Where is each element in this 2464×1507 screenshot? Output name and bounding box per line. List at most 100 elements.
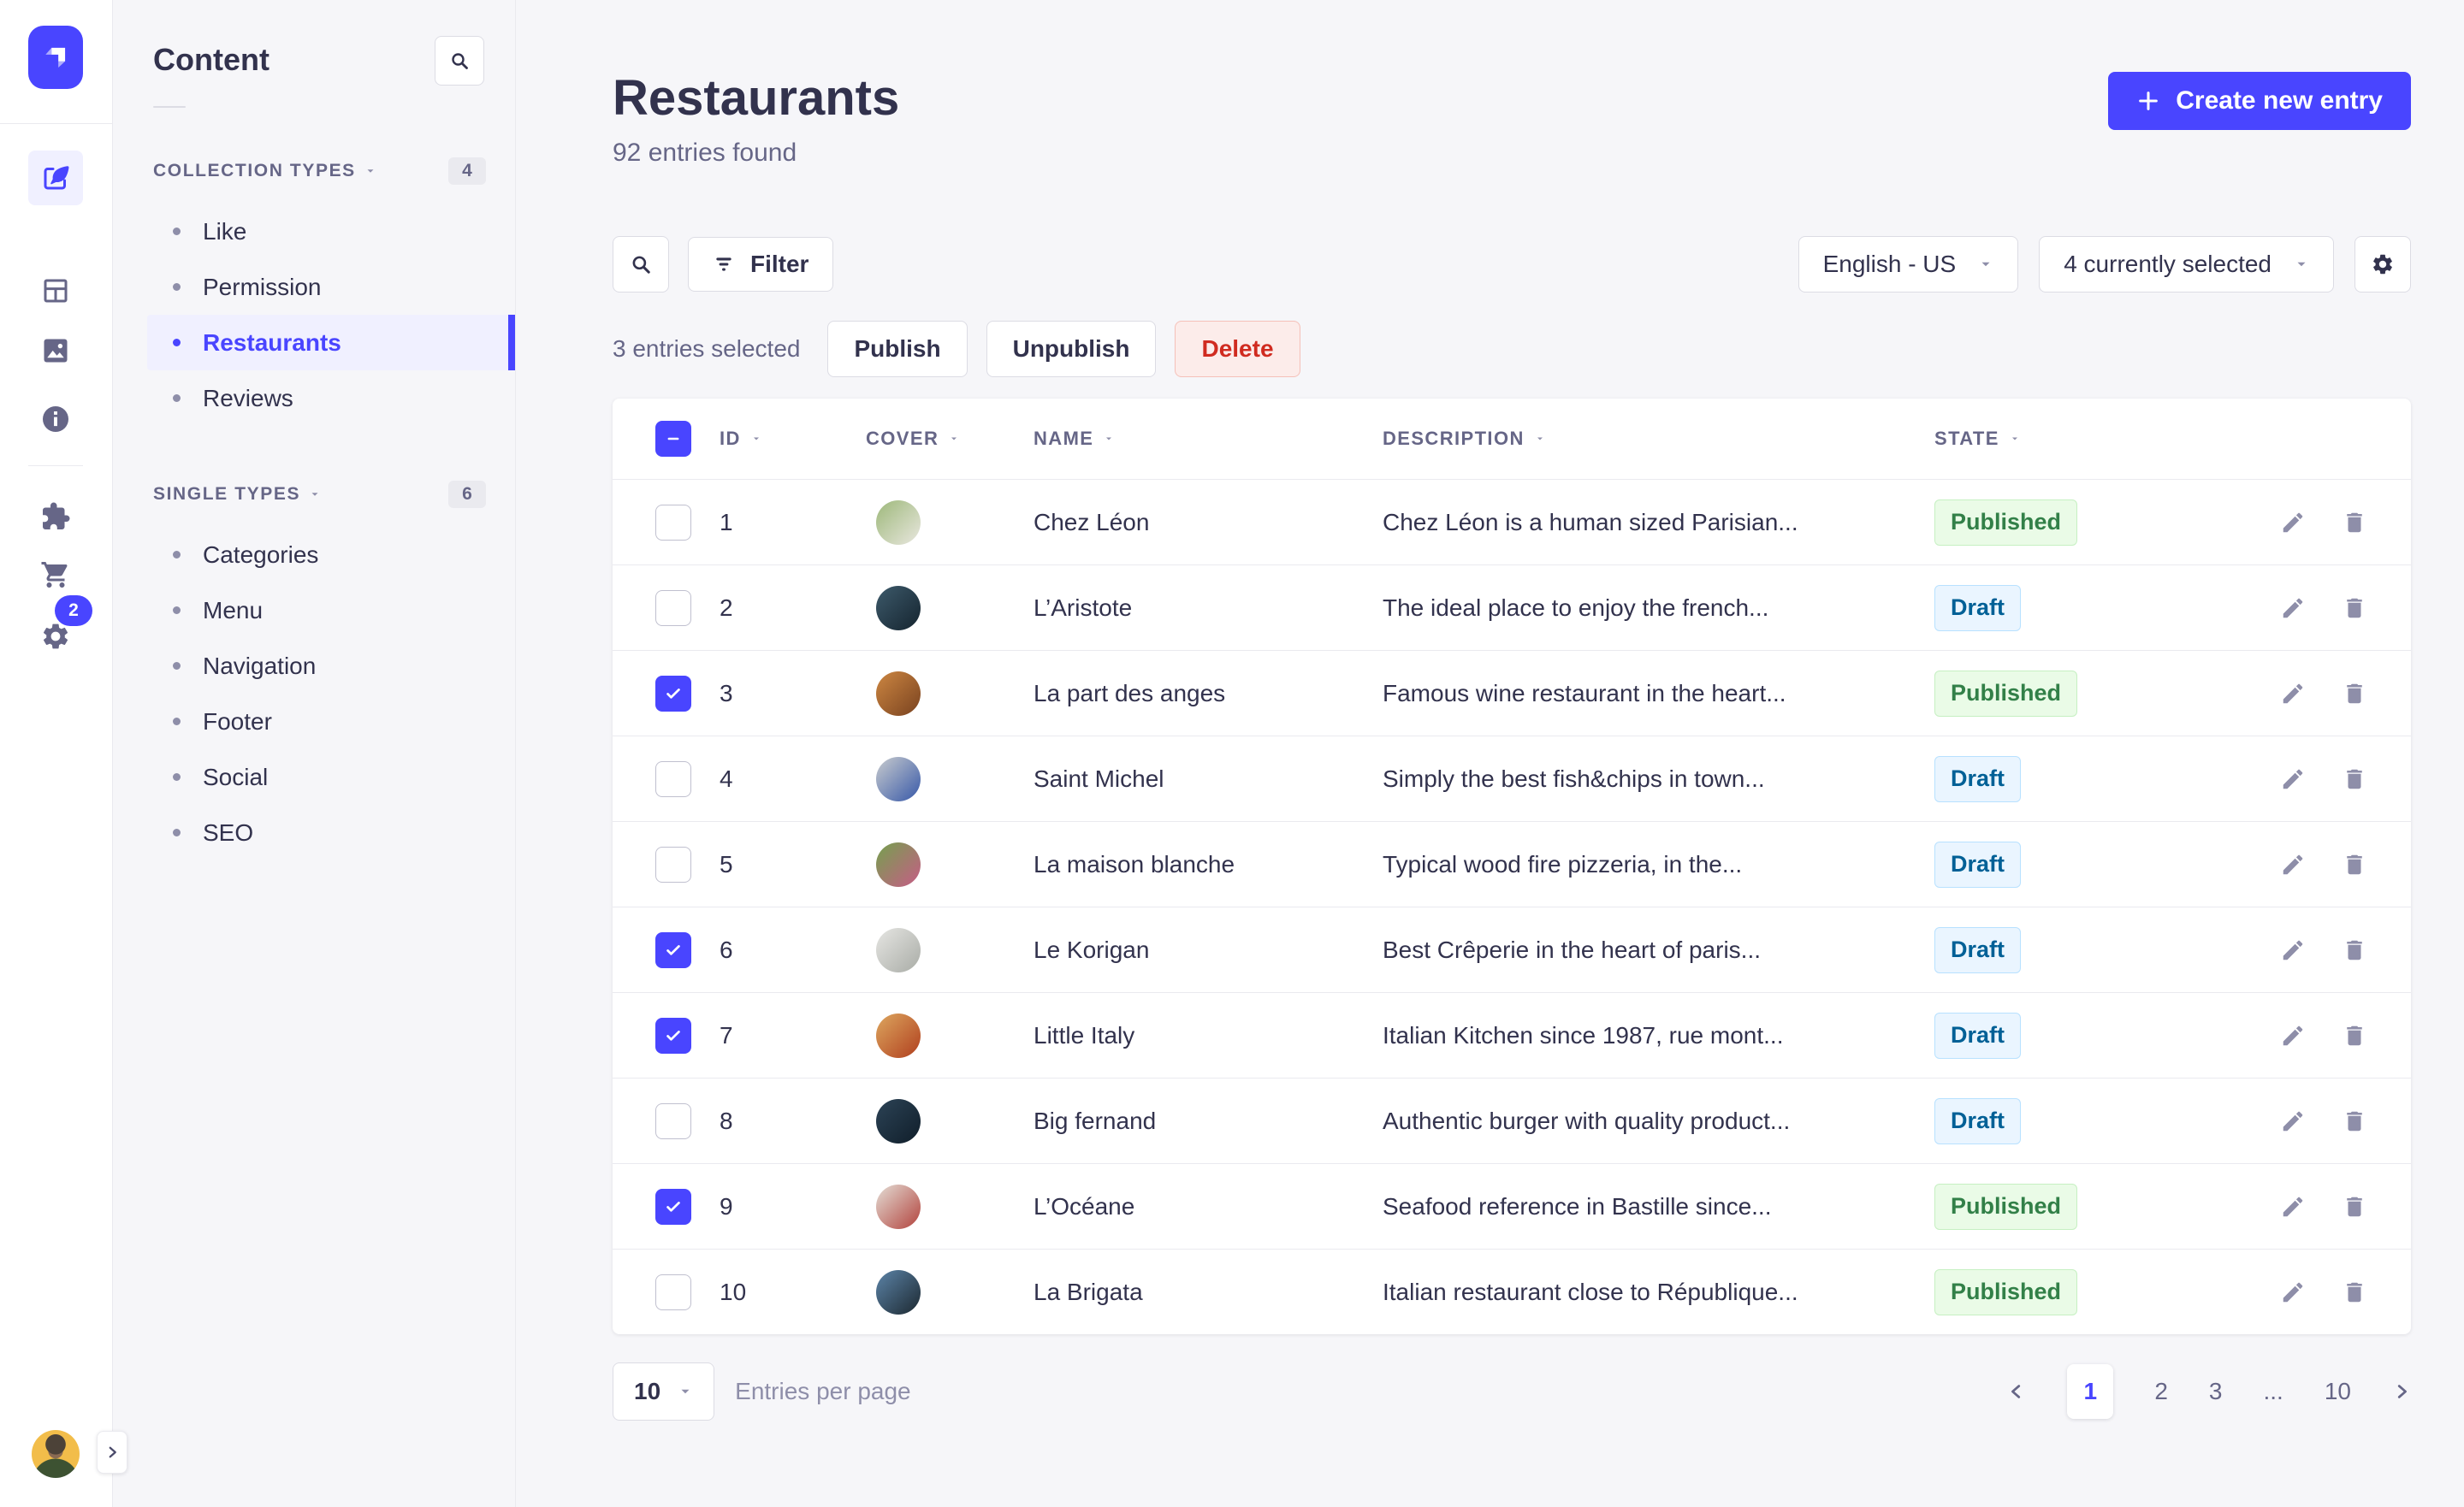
row-checkbox[interactable] xyxy=(655,931,691,968)
sidebar-item-menu[interactable]: Menu xyxy=(147,582,515,638)
trash-icon[interactable] xyxy=(2342,681,2367,706)
row-description: Authentic burger with quality product... xyxy=(1383,1107,1791,1134)
column-header-name[interactable]: NAME xyxy=(1034,428,1383,450)
row-checkbox[interactable] xyxy=(655,1274,691,1310)
collection-types-label[interactable]: COLLECTION TYPES xyxy=(153,161,356,180)
row-checkbox[interactable] xyxy=(655,675,691,712)
search-button[interactable] xyxy=(613,236,669,293)
page-size-select[interactable]: 10 xyxy=(613,1362,715,1421)
column-header-description[interactable]: DESCRIPTION xyxy=(1383,428,1934,450)
row-checkbox[interactable] xyxy=(655,1102,691,1139)
sidebar-item-label: Permission xyxy=(203,273,322,300)
sidebar-item-categories[interactable]: Categories xyxy=(147,527,515,582)
edit-pencil-icon[interactable] xyxy=(2280,595,2306,621)
table-row[interactable]: 1 Chez Léon Chez Léon is a human sized P… xyxy=(613,479,2411,564)
sidebar-item-social[interactable]: Social xyxy=(147,749,515,805)
sidebar-item-like[interactable]: Like xyxy=(147,204,515,259)
sidebar-item-label: Restaurants xyxy=(203,328,341,356)
chevron-left-icon[interactable] xyxy=(2007,1382,2026,1401)
strapi-logo[interactable] xyxy=(28,26,83,89)
row-name: Big fernand xyxy=(1034,1107,1157,1134)
select-all-checkbox[interactable] xyxy=(655,421,691,457)
table-row[interactable]: 8 Big fernand Authentic burger with qual… xyxy=(613,1078,2411,1163)
table-row[interactable]: 4 Saint Michel Simply the best fish&chip… xyxy=(613,736,2411,821)
user-avatar[interactable] xyxy=(32,1430,80,1478)
sidebar-item-restaurants[interactable]: Restaurants xyxy=(147,315,515,370)
row-description: Famous wine restaurant in the heart... xyxy=(1383,679,1786,706)
row-checkbox[interactable] xyxy=(655,504,691,541)
trash-icon[interactable] xyxy=(2342,595,2367,621)
row-checkbox[interactable] xyxy=(655,1017,691,1054)
subnav-search-button[interactable] xyxy=(435,36,484,86)
bullet-dot xyxy=(173,662,181,670)
pagination-page-10[interactable]: 10 xyxy=(2324,1378,2351,1404)
table-row[interactable]: 6 Le Korigan Best Crêperie in the heart … xyxy=(613,907,2411,992)
sidebar-item-label: Like xyxy=(203,217,247,245)
content-manager-pen-icon[interactable] xyxy=(28,151,83,205)
pagination-page-active[interactable]: 1 xyxy=(2067,1364,2114,1419)
settings-gear-icon[interactable] xyxy=(28,609,83,664)
edit-pencil-icon[interactable] xyxy=(2280,1279,2306,1305)
single-types-section: SINGLE TYPES 6 Categories Menu Navigatio… xyxy=(112,481,515,860)
single-types-label[interactable]: SINGLE TYPES xyxy=(153,484,301,504)
sidebar-item-reviews[interactable]: Reviews xyxy=(147,370,515,426)
row-name: La part des anges xyxy=(1034,679,1226,706)
edit-pencil-icon[interactable] xyxy=(2280,1023,2306,1049)
column-header-cover[interactable]: COVER xyxy=(866,428,1034,450)
edit-pencil-icon[interactable] xyxy=(2280,766,2306,792)
publish-button[interactable]: Publish xyxy=(827,321,968,377)
sidebar-item-navigation[interactable]: Navigation xyxy=(147,638,515,694)
trash-icon[interactable] xyxy=(2342,1108,2367,1134)
table-row[interactable]: 2 L’Aristote The ideal place to enjoy th… xyxy=(613,564,2411,650)
trash-icon[interactable] xyxy=(2342,766,2367,792)
sidebar-item-footer[interactable]: Footer xyxy=(147,694,515,749)
edit-pencil-icon[interactable] xyxy=(2280,681,2306,706)
view-settings-button[interactable] xyxy=(2354,236,2411,293)
table-row[interactable]: 3 La part des anges Famous wine restaura… xyxy=(613,650,2411,736)
sidebar-item-seo[interactable]: SEO xyxy=(147,805,515,860)
row-description: The ideal place to enjoy the french... xyxy=(1383,594,1769,621)
state-badge: Published xyxy=(1934,499,2078,546)
media-library-icon[interactable] xyxy=(28,323,83,378)
entries-table: ID COVER NAME DESCRIPTION STATE 1 Chez L… xyxy=(613,399,2411,1334)
content-type-builder-icon[interactable] xyxy=(28,263,83,318)
sidebar-item-permission[interactable]: Permission xyxy=(147,259,515,315)
expand-nav-button[interactable] xyxy=(97,1431,127,1474)
trash-icon[interactable] xyxy=(2342,937,2367,963)
edit-pencil-icon[interactable] xyxy=(2280,510,2306,535)
fields-select[interactable]: 4 currently selected xyxy=(2039,236,2334,293)
create-new-entry-button[interactable]: Create new entry xyxy=(2108,72,2411,130)
delete-button[interactable]: Delete xyxy=(1175,321,1300,377)
trash-icon[interactable] xyxy=(2342,852,2367,878)
state-badge: Published xyxy=(1934,670,2078,717)
pagination-page-2[interactable]: 2 xyxy=(2154,1378,2168,1404)
column-header-state[interactable]: STATE xyxy=(1934,428,2280,450)
row-checkbox[interactable] xyxy=(655,760,691,797)
locale-select[interactable]: English - US xyxy=(1798,236,2019,293)
unpublish-button[interactable]: Unpublish xyxy=(986,321,1157,377)
table-row[interactable]: 9 L’Océane Seafood reference in Bastille… xyxy=(613,1163,2411,1249)
marketplace-cart-icon[interactable] xyxy=(28,547,83,602)
filter-button[interactable]: Filter xyxy=(688,237,834,292)
trash-icon[interactable] xyxy=(2342,1194,2367,1220)
trash-icon[interactable] xyxy=(2342,1023,2367,1049)
edit-pencil-icon[interactable] xyxy=(2280,937,2306,963)
chevron-right-icon[interactable] xyxy=(2392,1382,2411,1401)
row-checkbox[interactable] xyxy=(655,846,691,883)
pagination-ellipsis: ... xyxy=(2263,1378,2283,1404)
column-header-id[interactable]: ID xyxy=(720,428,866,450)
state-badge: Draft xyxy=(1934,755,2022,802)
row-checkbox[interactable] xyxy=(655,1188,691,1225)
trash-icon[interactable] xyxy=(2342,1279,2367,1305)
table-row[interactable]: 10 La Brigata Italian restaurant close t… xyxy=(613,1249,2411,1334)
pagination-page-3[interactable]: 3 xyxy=(2208,1378,2223,1404)
edit-pencil-icon[interactable] xyxy=(2280,852,2306,878)
edit-pencil-icon[interactable] xyxy=(2280,1108,2306,1134)
table-row[interactable]: 7 Little Italy Italian Kitchen since 198… xyxy=(613,992,2411,1078)
row-checkbox[interactable] xyxy=(655,589,691,626)
edit-pencil-icon[interactable] xyxy=(2280,1194,2306,1220)
plugins-puzzle-icon[interactable] xyxy=(28,489,83,544)
table-row[interactable]: 5 La maison blanche Typical wood fire pi… xyxy=(613,821,2411,907)
documentation-info-icon[interactable] xyxy=(28,392,83,446)
trash-icon[interactable] xyxy=(2342,510,2367,535)
